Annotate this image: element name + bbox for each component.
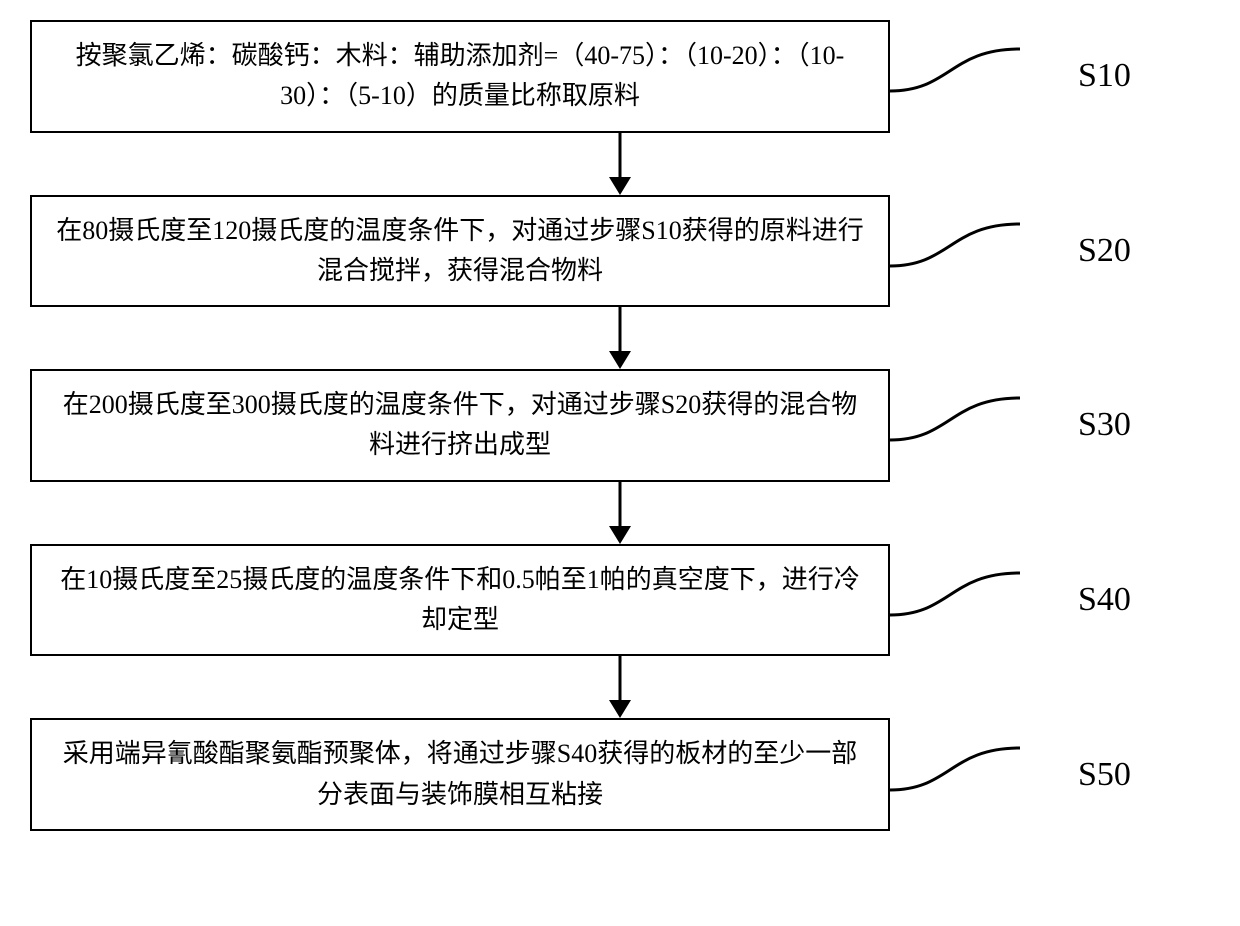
step-box-s30: 在200摄氏度至300摄氏度的温度条件下，对通过步骤S20获得的混合物料进行挤出…	[30, 369, 890, 482]
connector-s40: S40	[890, 555, 1210, 645]
curve-connector-icon	[890, 730, 1070, 820]
step-box-s40: 在10摄氏度至25摄氏度的温度条件下和0.5帕至1帕的真空度下，进行冷却定型	[30, 544, 890, 657]
arrow-s20-s30	[190, 307, 1050, 369]
arrow-s30-s40	[190, 482, 1050, 544]
arrow-s10-s20	[190, 133, 1050, 195]
step-label-s10: S10	[1070, 57, 1131, 95]
step-row-s10: 按聚氯乙烯：碳酸钙：木料：辅助添加剂=（40-75）：（10-20）：（10-3…	[30, 20, 1210, 133]
curve-connector-icon	[890, 206, 1070, 296]
flowchart: 按聚氯乙烯：碳酸钙：木料：辅助添加剂=（40-75）：（10-20）：（10-3…	[30, 20, 1210, 831]
arrow-down-icon	[600, 656, 640, 718]
connector-s30: S30	[890, 380, 1210, 470]
arrow-down-icon	[600, 307, 640, 369]
step-label-s40: S40	[1070, 581, 1131, 619]
arrow-s40-s50	[190, 656, 1050, 718]
curve-connector-icon	[890, 555, 1070, 645]
arrow-down-icon	[600, 133, 640, 195]
curve-connector-icon	[890, 31, 1070, 121]
step-box-s20: 在80摄氏度至120摄氏度的温度条件下，对通过步骤S10获得的原料进行混合搅拌，…	[30, 195, 890, 308]
step-box-s10: 按聚氯乙烯：碳酸钙：木料：辅助添加剂=（40-75）：（10-20）：（10-3…	[30, 20, 890, 133]
step-row-s30: 在200摄氏度至300摄氏度的温度条件下，对通过步骤S20获得的混合物料进行挤出…	[30, 369, 1210, 482]
curve-connector-icon	[890, 380, 1070, 470]
step-box-s50: 采用端异氰酸酯聚氨酯预聚体，将通过步骤S40获得的板材的至少一部分表面与装饰膜相…	[30, 718, 890, 831]
arrow-down-icon	[600, 482, 640, 544]
step-label-s50: S50	[1070, 756, 1131, 794]
step-label-s30: S30	[1070, 406, 1131, 444]
connector-s50: S50	[890, 730, 1210, 820]
connector-s20: S20	[890, 206, 1210, 296]
step-row-s40: 在10摄氏度至25摄氏度的温度条件下和0.5帕至1帕的真空度下，进行冷却定型 S…	[30, 544, 1210, 657]
connector-s10: S10	[890, 31, 1210, 121]
step-label-s20: S20	[1070, 232, 1131, 270]
step-row-s50: 采用端异氰酸酯聚氨酯预聚体，将通过步骤S40获得的板材的至少一部分表面与装饰膜相…	[30, 718, 1210, 831]
step-row-s20: 在80摄氏度至120摄氏度的温度条件下，对通过步骤S10获得的原料进行混合搅拌，…	[30, 195, 1210, 308]
